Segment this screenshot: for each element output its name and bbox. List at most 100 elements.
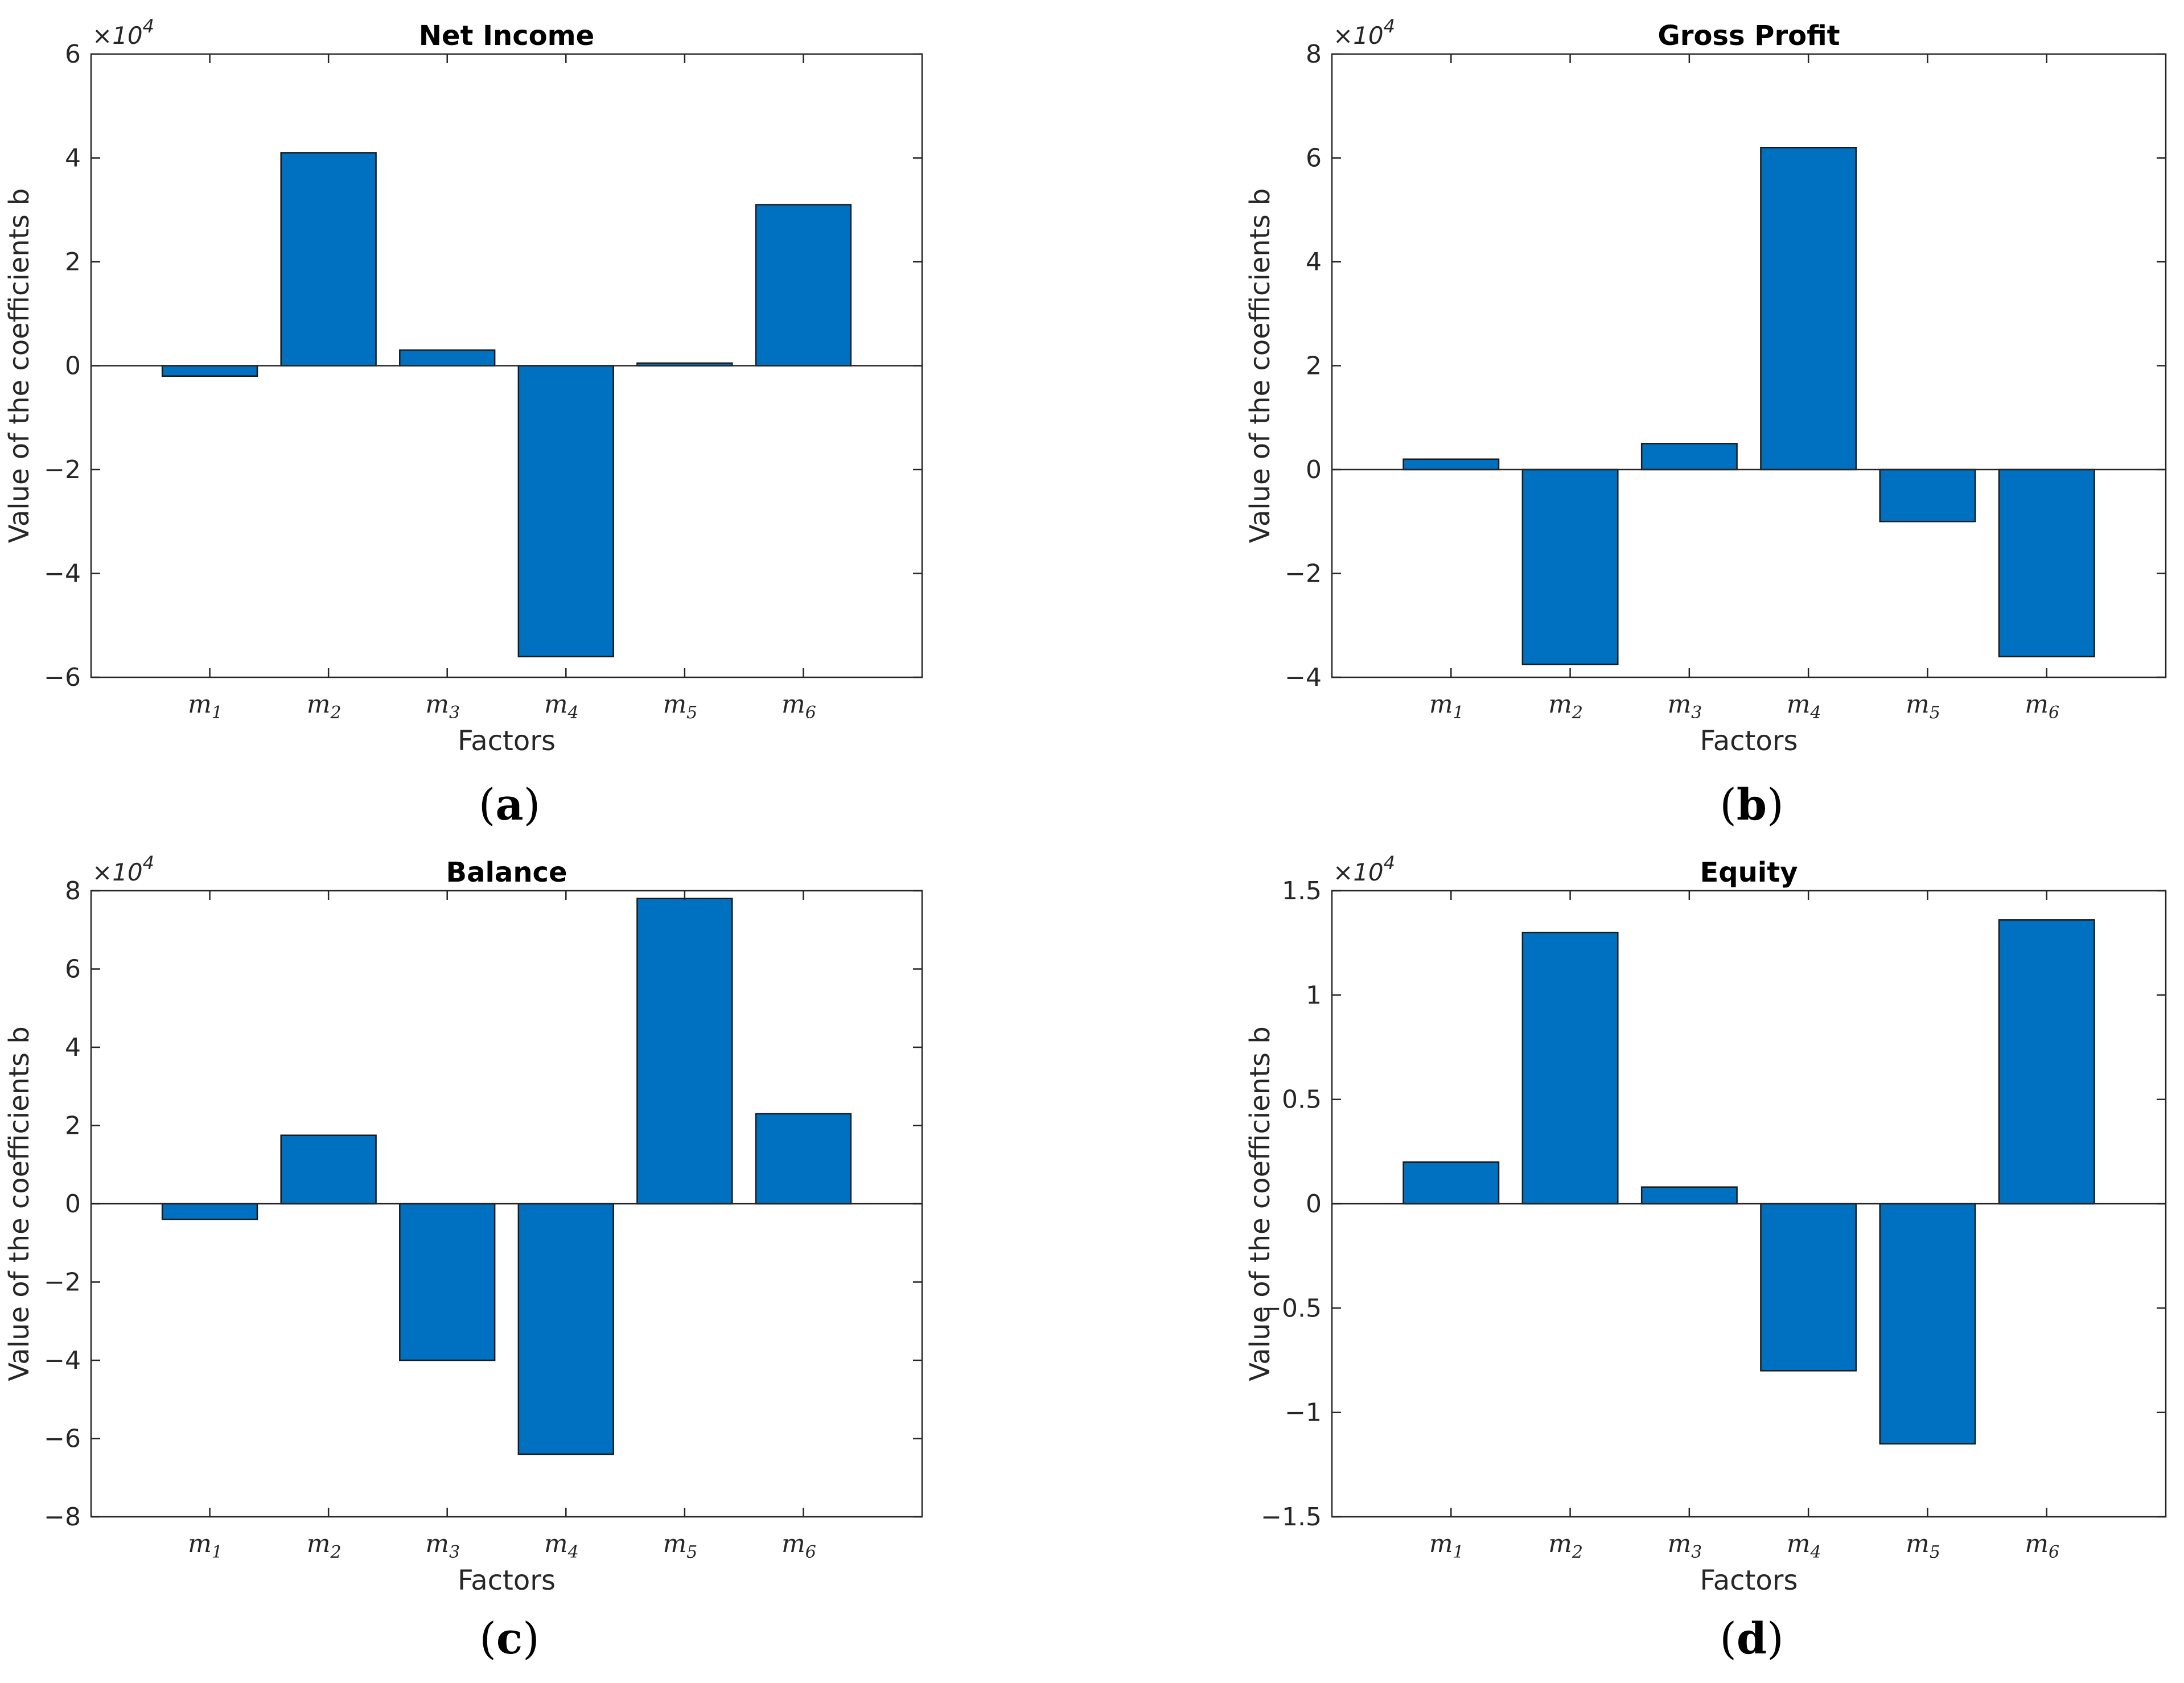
y-tick-label: 6 [1306, 144, 1322, 173]
x-tick-label-sub: 2 [330, 703, 341, 723]
x-tick-label-base: m [425, 690, 449, 719]
axis-exponent-base: ×10 [92, 22, 143, 50]
y-tick-label: 4 [65, 1033, 81, 1062]
x-tick-label-m2: m2 [1548, 1529, 1583, 1562]
y-tick-label: 4 [65, 144, 81, 173]
x-tick-label-base: m [1667, 690, 1691, 719]
x-tick-label-sub: 2 [330, 1542, 341, 1562]
x-tick-label-sub: 4 [567, 1542, 579, 1562]
x-tick-label-m4: m4 [1787, 1529, 1821, 1562]
x-tick-label-m3: m3 [1667, 690, 1702, 723]
x-tick-label-sub: 5 [1930, 1542, 1940, 1562]
x-tick-label-base: m [1906, 1529, 1930, 1558]
x-tick-label-base: m [544, 1529, 568, 1558]
chart-title: Equity [1700, 857, 1798, 888]
bar-b-m4 [1760, 147, 1857, 471]
bar-c-m5 [636, 898, 733, 1205]
x-tick-label-m2: m2 [307, 1529, 342, 1562]
axis-exponent-power: 4 [1384, 15, 1395, 37]
chart-title: Net Income [419, 20, 594, 52]
x-tick-label-m2: m2 [307, 690, 342, 723]
panel-label-letter: b [1737, 779, 1767, 830]
axis-exponent-label: ×104 [1333, 15, 1395, 50]
x-tick-label-base: m [1548, 1529, 1572, 1558]
panel-label-letter: c [496, 1613, 523, 1664]
bar-a-m3 [399, 349, 496, 367]
x-tick-label-base: m [1548, 690, 1572, 719]
axis-exponent-base: ×10 [1333, 22, 1384, 50]
y-axis-label: Value of the coefficients b [1244, 188, 1276, 544]
x-axis-label: Factors [458, 1565, 556, 1596]
y-axis-label: Value of the coefficients b [3, 188, 35, 544]
x-tick-label-m6: m6 [782, 690, 816, 723]
chart-panel-d: −1.5−1−0.500.511.5m1 m2 m3 m4 m5 m6×104 Equity… [1244, 852, 2167, 1664]
axis-exponent-power: 4 [143, 852, 154, 874]
bar-a-m6 [755, 204, 852, 367]
x-tick-label-m1: m1 [188, 690, 223, 723]
x-tick-label-m6: m6 [782, 1529, 816, 1562]
x-tick-label-base: m [663, 1529, 686, 1558]
x-tick-label-base: m [188, 1529, 212, 1558]
y-tick-label: 0 [65, 352, 81, 381]
y-tick-label: 6 [65, 955, 81, 984]
y-tick-label: 4 [1306, 248, 1322, 277]
bar-d-m5 [1879, 1203, 1976, 1445]
bar-c-m3 [399, 1203, 496, 1361]
x-tick-label-base: m [1787, 690, 1811, 719]
x-tick-label-sub: 6 [805, 703, 816, 723]
y-tick-label: −2 [44, 1268, 81, 1297]
bar-a-m1 [161, 365, 258, 377]
x-tick-label-base: m [307, 690, 331, 719]
y-tick-label: 2 [65, 1112, 81, 1141]
y-tick-label: −4 [44, 559, 81, 589]
x-tick-label-m4: m4 [544, 690, 579, 723]
bar-d-m1 [1402, 1161, 1500, 1205]
x-tick-label-base: m [782, 690, 805, 719]
x-tick-label-m2: m2 [1548, 690, 1583, 723]
y-tick-label: 0.5 [1282, 1085, 1322, 1114]
bar-b-m3 [1640, 443, 1738, 471]
x-tick-label-sub: 1 [212, 1542, 223, 1562]
x-tick-label-sub: 6 [805, 1542, 816, 1562]
bar-a-m4 [517, 365, 614, 657]
x-tick-label-sub: 5 [1930, 703, 1940, 723]
bar-d-m6 [1998, 919, 2095, 1205]
x-tick-label-sub: 1 [212, 703, 223, 723]
y-tick-label: −6 [44, 1425, 81, 1454]
x-tick-label-sub: 2 [1572, 703, 1583, 723]
x-tick-label-sub: 4 [1809, 1542, 1821, 1562]
x-tick-label-base: m [1906, 690, 1930, 719]
panel-label-close: ) [1767, 1613, 1784, 1664]
chart-title: Balance [446, 857, 567, 888]
axis-exponent-base: ×10 [1333, 858, 1384, 886]
x-tick-label-m5: m5 [663, 690, 697, 723]
x-tick-label-sub: 3 [449, 1542, 460, 1562]
x-tick-label-m3: m3 [425, 690, 460, 723]
panel-label: (c) [479, 1613, 540, 1664]
panel-label: (b) [1720, 779, 1783, 830]
y-tick-label: −2 [1285, 559, 1322, 589]
panel-label-open: ( [479, 1613, 496, 1664]
bar-d-m2 [1521, 932, 1619, 1205]
x-tick-label-m6: m6 [2025, 1529, 2059, 1562]
bar-d-m4 [1760, 1203, 1857, 1372]
panel-label-open: ( [1720, 1613, 1737, 1664]
x-axis-label: Factors [458, 725, 556, 757]
x-tick-label-sub: 3 [1691, 1542, 1702, 1562]
x-tick-label-base: m [1429, 1529, 1453, 1558]
axis-exponent-label: ×104 [92, 15, 154, 50]
y-tick-label: 8 [1306, 40, 1322, 69]
y-tick-label: −8 [44, 1503, 81, 1532]
x-axis-label: Factors [1700, 725, 1798, 757]
y-tick-label: 2 [65, 248, 81, 277]
x-tick-label-base: m [307, 1529, 331, 1558]
bar-b-m5 [1879, 468, 1976, 522]
x-tick-label-base: m [2025, 1529, 2049, 1558]
x-tick-label-sub: 6 [2049, 1542, 2059, 1562]
axis-exponent-label: ×104 [92, 852, 154, 886]
panel-label-close: ) [1767, 779, 1784, 830]
x-tick-label-m1: m1 [1429, 1529, 1464, 1562]
x-tick-label-base: m [1667, 1529, 1691, 1558]
